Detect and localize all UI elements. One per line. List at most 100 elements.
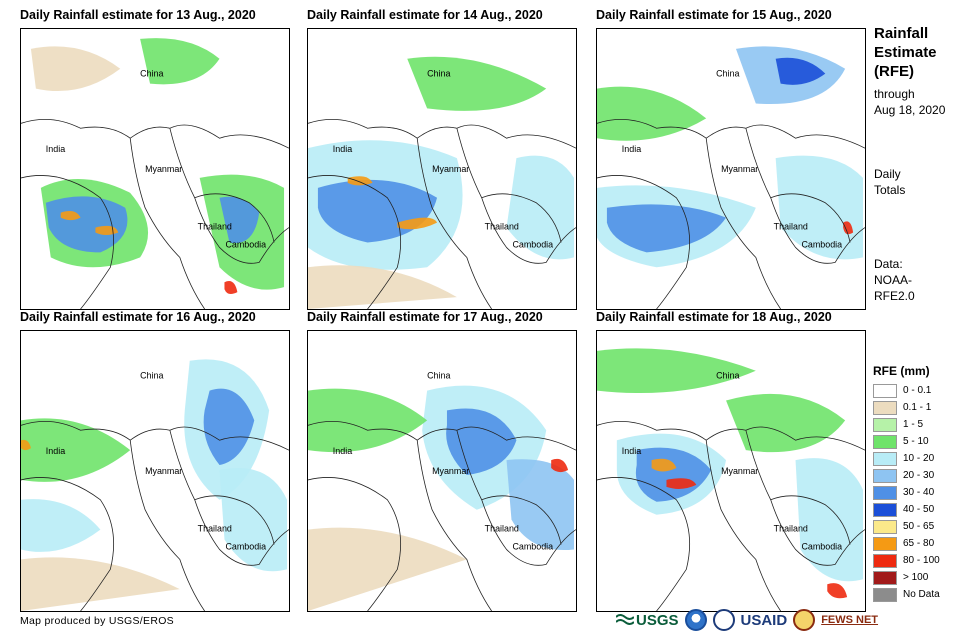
panel-title: Daily Rainfall estimate for 13 Aug., 202… <box>20 8 256 22</box>
legend-item: 80 - 100 <box>873 552 963 569</box>
title-line: Estimate <box>874 44 937 61</box>
rfe-legend: RFE (mm) 0 - 0.1 0.1 - 1 1 - 5 5 - 10 10… <box>873 364 963 603</box>
agency-logos: USGS USAID FEWS NET <box>616 606 878 634</box>
rainfall-area <box>597 86 707 141</box>
rainfall-area <box>506 155 575 260</box>
legend-title: RFE (mm) <box>873 364 930 378</box>
data-source: Data: NOAA- RFE2.0 <box>874 256 915 304</box>
label-china: China <box>427 69 450 79</box>
map-canvas: China India Myanmar Thailand Cambodia <box>308 371 576 611</box>
legend-label: No Data <box>903 589 940 600</box>
legend-label: 0 - 0.1 <box>903 385 932 396</box>
panel-title: Daily Rainfall estimate for 15 Aug., 202… <box>596 8 832 22</box>
label-myanmar: Myanmar <box>145 466 182 476</box>
legend-swatch <box>873 553 897 568</box>
rainfall-area <box>407 56 547 111</box>
legend-item: 5 - 10 <box>873 433 963 450</box>
rainfall-area <box>308 527 467 611</box>
noaa-logo-icon <box>684 609 707 631</box>
usaid-logo: USAID <box>740 611 788 629</box>
data-text: Data: <box>874 257 903 271</box>
label-thailand: Thailand <box>198 524 232 534</box>
rainfall-area <box>795 458 864 582</box>
legend-item: 40 - 50 <box>873 501 963 518</box>
usgs-wave-icon <box>616 614 634 625</box>
rainfall-area <box>726 393 846 453</box>
legend-label: 0.1 - 1 <box>903 402 932 413</box>
rainfall-area <box>666 478 697 489</box>
legend-label: 50 - 65 <box>903 521 935 532</box>
label-cambodia: Cambodia <box>512 239 553 249</box>
label-cambodia: Cambodia <box>801 541 842 551</box>
rainfall-area <box>843 221 854 235</box>
rainfall-area <box>506 459 575 551</box>
legend-item: 1 - 5 <box>873 416 963 433</box>
legend-swatch <box>873 536 897 551</box>
label-china: China <box>716 69 739 79</box>
legend-label: 80 - 100 <box>903 555 940 566</box>
rainfall-map: China India Myanmar Thailand Cambodia <box>307 28 577 310</box>
legend-swatch <box>873 570 897 585</box>
coastline <box>597 477 691 611</box>
legend-item: 0 - 0.1 <box>873 382 963 399</box>
legend-swatch <box>873 485 897 500</box>
country-borders <box>597 118 865 309</box>
rainfall-map: China India Myanmar Thailand Cambodia <box>20 28 290 310</box>
rainfall-map: China India Myanmar Thailand Cambodia <box>596 330 866 612</box>
rainfall-area <box>21 418 131 482</box>
coastline <box>308 477 402 611</box>
map-canvas: China India Myanmar Thailand Cambodia <box>21 38 289 309</box>
totals-text: Daily <box>874 167 901 181</box>
panel-title: Daily Rainfall estimate for 16 Aug., 202… <box>20 310 256 324</box>
rainfall-area <box>30 46 121 92</box>
legend-swatch <box>873 400 897 415</box>
legend-swatch <box>873 502 897 517</box>
label-cambodia: Cambodia <box>801 239 842 249</box>
rainfall-area <box>775 155 864 260</box>
legend-item: 20 - 30 <box>873 467 963 484</box>
legend-label: 1 - 5 <box>903 419 924 430</box>
label-china: China <box>140 371 163 381</box>
rainfall-area <box>21 439 31 451</box>
rainfall-area <box>224 280 238 295</box>
label-cambodia: Cambodia <box>225 239 266 249</box>
rainfall-area <box>606 204 727 253</box>
legend-label: 40 - 50 <box>903 504 935 515</box>
legend-label: 10 - 20 <box>903 453 935 464</box>
legend-item: 50 - 65 <box>873 518 963 535</box>
rainfall-area <box>21 499 101 552</box>
rainfall-area <box>446 408 517 475</box>
rainfall-area <box>308 388 428 453</box>
label-myanmar: Myanmar <box>721 466 758 476</box>
usgs-text: USGS <box>636 611 679 629</box>
legend-item: 30 - 40 <box>873 484 963 501</box>
rainfall-area <box>551 458 569 473</box>
label-myanmar: Myanmar <box>145 164 182 174</box>
label-thailand: Thailand <box>485 524 519 534</box>
country-borders <box>308 420 576 611</box>
coastline <box>21 175 115 309</box>
rainfall-area <box>219 196 260 244</box>
rainfall-area <box>651 458 677 472</box>
panel-title: Daily Rainfall estimate for 18 Aug., 202… <box>596 310 832 324</box>
country-borders <box>21 420 289 611</box>
data-text: NOAA- <box>874 273 913 287</box>
legend-item: 65 - 80 <box>873 535 963 552</box>
legend-label: 30 - 40 <box>903 487 935 498</box>
legend-item: 0.1 - 1 <box>873 399 963 416</box>
rainfall-area <box>397 217 438 230</box>
label-china: China <box>140 69 163 79</box>
rainfall-area <box>140 38 220 85</box>
label-thailand: Thailand <box>198 222 232 232</box>
rainfall-area <box>347 176 373 186</box>
legend-label: 65 - 80 <box>903 538 935 549</box>
title-line: Rainfall <box>874 25 929 42</box>
legend-swatch <box>873 451 897 466</box>
rainfall-map: China India Myanmar Thailand Cambodia <box>596 28 866 310</box>
label-india: India <box>46 144 65 154</box>
label-myanmar: Myanmar <box>721 164 758 174</box>
coastline <box>308 175 402 309</box>
fews-seal-icon <box>793 609 816 631</box>
coastline <box>21 477 115 611</box>
country-borders <box>21 118 289 309</box>
